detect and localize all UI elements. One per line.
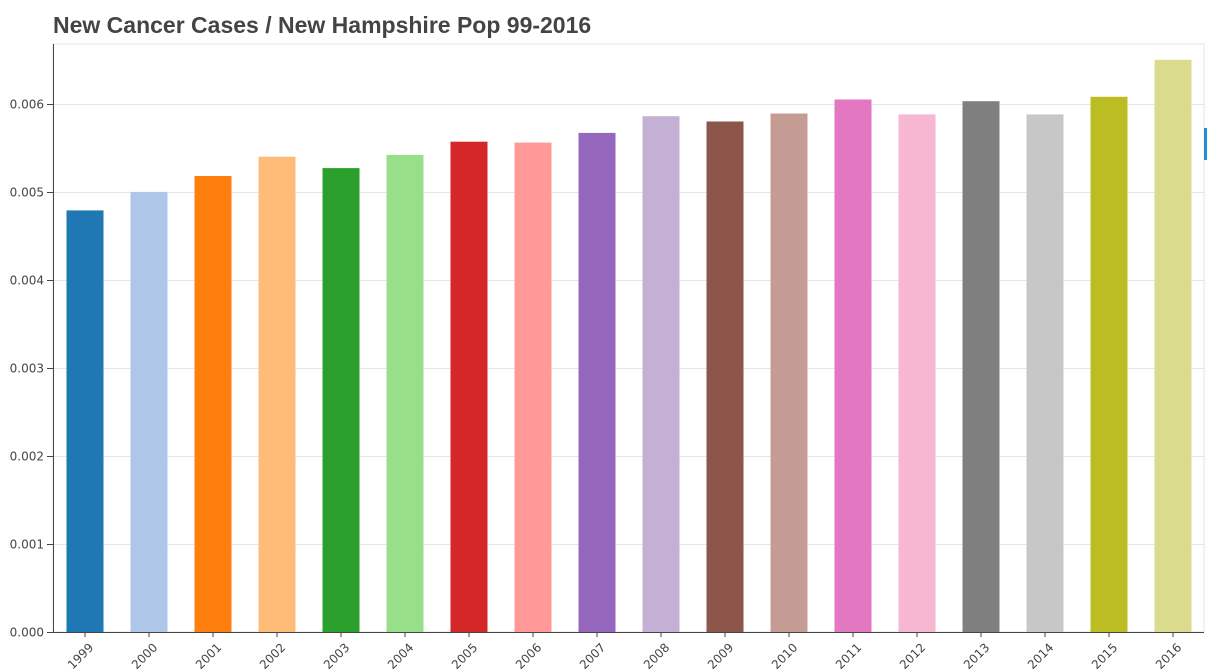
panel-edge-marker[interactable] xyxy=(1204,128,1207,160)
x-tick-label: 2009 xyxy=(705,640,736,670)
x-tick-label: 2006 xyxy=(513,640,544,670)
y-tick-labels: 0.000 0.001 0.002 0.003 0.004 0.005 0.006 xyxy=(10,98,44,640)
y-tick-label: 0.002 xyxy=(10,450,44,464)
bar-2001 xyxy=(194,176,232,632)
x-tick-label: 2015 xyxy=(1089,640,1120,670)
x-tick-label: 2003 xyxy=(321,640,352,670)
axes xyxy=(47,44,1204,637)
y-tick-label: 0.001 xyxy=(10,538,44,552)
x-tick-label: 2007 xyxy=(577,640,608,670)
x-tick-label: 2010 xyxy=(769,640,800,670)
x-tick-label: 2001 xyxy=(193,640,224,670)
x-tick-label: 2011 xyxy=(833,640,864,670)
bar-2005 xyxy=(450,141,488,632)
x-tick-label: 2016 xyxy=(1153,640,1184,670)
y-tick-label: 0.003 xyxy=(10,362,44,376)
x-tick-labels: 1999 2000 2001 2002 2003 2004 2005 2006 2007 2008… xyxy=(65,640,1184,670)
bar-2004 xyxy=(386,154,424,632)
y-tick-label: 0.006 xyxy=(10,98,44,112)
bar-2014 xyxy=(1026,114,1064,632)
bar-2011 xyxy=(834,99,872,632)
bar-2016 xyxy=(1154,59,1192,633)
bar-2000 xyxy=(130,191,168,632)
chart-title: New Cancer Cases / New Hampshire Pop 99-… xyxy=(53,12,592,38)
y-tick-label: 0.004 xyxy=(10,274,44,288)
x-tick-label: 2013 xyxy=(961,640,992,670)
x-tick-label: 2005 xyxy=(449,640,480,670)
bar-2015 xyxy=(1090,96,1128,633)
x-tick-label: 2012 xyxy=(897,640,928,670)
x-tick-label: 1999 xyxy=(65,640,96,670)
y-tick-label: 0.005 xyxy=(10,186,44,200)
bar-2009 xyxy=(706,121,744,632)
bar-2010 xyxy=(770,113,808,632)
bar-2013 xyxy=(962,101,1000,632)
bar-2002 xyxy=(258,156,296,632)
bar-1999 xyxy=(66,210,104,632)
x-tick-label: 2002 xyxy=(257,640,288,670)
bar-2012 xyxy=(898,114,936,632)
x-tick-label: 2008 xyxy=(641,640,672,670)
x-tick-label: 2004 xyxy=(385,640,416,670)
bar-2008 xyxy=(642,116,680,632)
bar-2006 xyxy=(514,142,552,632)
bar-2007 xyxy=(578,132,616,632)
y-tick-label: 0.000 xyxy=(10,626,44,640)
bars xyxy=(66,59,1192,633)
x-tick-label: 2014 xyxy=(1025,640,1056,670)
bar-2003 xyxy=(322,168,360,632)
x-tick-label: 2000 xyxy=(129,640,160,670)
